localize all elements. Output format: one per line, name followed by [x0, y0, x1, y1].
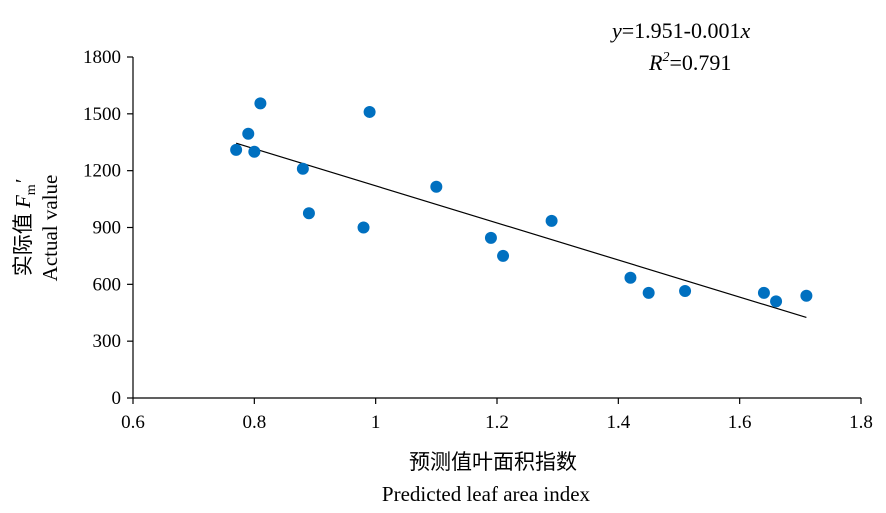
data-point [757, 286, 770, 299]
equation-line-1: y=1.951-0.001x [610, 18, 751, 43]
x-tick-label: 1.8 [849, 412, 873, 433]
x-axis-title-en: Predicted leaf area index [382, 482, 591, 506]
y-tick-label: 1500 [83, 104, 121, 125]
y-axis-title-cn: 实际值 Fm′ [11, 179, 39, 276]
data-point [296, 162, 309, 175]
data-point [357, 221, 370, 234]
data-point [800, 289, 813, 302]
y-ticks: 0 300 600 900 1200 1500 1800 [83, 47, 133, 409]
x-tick-label: 1.6 [728, 412, 752, 433]
data-point [545, 214, 558, 227]
x-tick-label: 1 [371, 412, 381, 433]
x-tick-label: 1.4 [606, 412, 630, 433]
data-point [642, 286, 655, 299]
data-point [248, 145, 261, 158]
data-point [254, 97, 267, 110]
equation-line-2: R2=0.791 [648, 50, 731, 75]
data-point [242, 127, 255, 140]
data-point [484, 231, 497, 244]
y-tick-label: 0 [112, 388, 122, 409]
x-tick-label: 0.8 [242, 412, 266, 433]
y-tick-label: 1800 [83, 47, 121, 68]
data-point [497, 249, 510, 262]
x-axis-title-cn: 预测值叶面积指数 [409, 450, 577, 474]
axes [132, 57, 861, 399]
y-tick-label: 600 [93, 274, 122, 295]
data-point [430, 180, 443, 193]
data-point [679, 284, 692, 297]
x-tick-label: 0.6 [121, 412, 145, 433]
x-tick-label: 1.2 [485, 412, 509, 433]
data-point [363, 105, 376, 118]
x-ticks: 0.6 0.8 1 1.2 1.4 1.6 1.8 [121, 398, 873, 433]
y-tick-label: 1200 [83, 161, 121, 182]
data-point [770, 295, 783, 308]
data-points [230, 97, 813, 308]
y-axis-title-en: Actual value [38, 175, 62, 282]
data-point [302, 207, 315, 220]
y-tick-label: 300 [93, 331, 122, 352]
y-tick-label: 900 [93, 218, 122, 239]
trendline [235, 142, 807, 319]
data-point [624, 271, 637, 284]
data-point [230, 143, 243, 156]
